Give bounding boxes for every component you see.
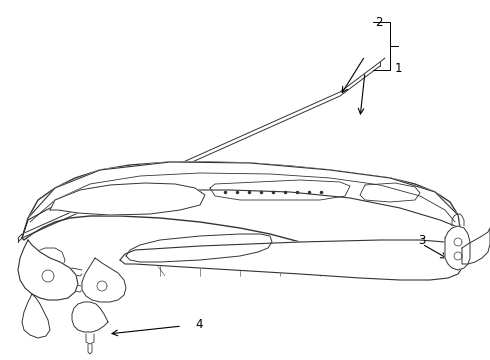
Polygon shape xyxy=(82,258,126,302)
Polygon shape xyxy=(22,162,460,238)
Polygon shape xyxy=(120,240,462,280)
Polygon shape xyxy=(72,302,108,332)
Text: 1: 1 xyxy=(395,62,402,75)
Polygon shape xyxy=(462,228,490,264)
Polygon shape xyxy=(22,162,460,270)
Text: 2: 2 xyxy=(375,15,383,28)
Text: 3: 3 xyxy=(418,234,425,247)
Text: 4: 4 xyxy=(195,319,202,332)
Polygon shape xyxy=(18,240,78,300)
Polygon shape xyxy=(50,183,205,215)
Polygon shape xyxy=(22,294,50,338)
Polygon shape xyxy=(445,226,470,270)
Polygon shape xyxy=(126,234,272,262)
